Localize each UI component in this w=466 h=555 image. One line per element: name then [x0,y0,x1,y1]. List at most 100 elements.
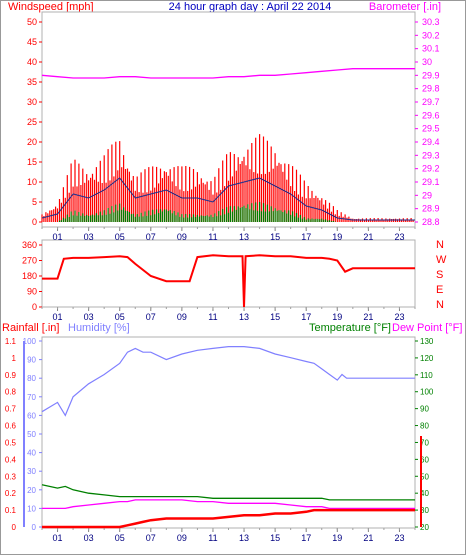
lower-panel-hour-label: 21 [363,533,373,543]
direction-panel-hour-label: 15 [270,312,280,322]
barometer-tick-label: 30.1 [422,44,440,54]
windspeed-tick-label: 35 [27,77,37,87]
humidity-tick-label: 10 [27,504,36,513]
temperature-line [41,484,415,501]
barometer-tick-label: 29.4 [422,137,440,147]
humidity-tick-label: 90 [27,356,36,365]
humidity-tick-label: 20 [27,486,36,495]
lower-panel-hour-label: 03 [84,533,94,543]
compass-label: S [436,269,443,281]
direction-tick-label: 0 [32,302,37,312]
direction-panel-hour-label: 09 [177,312,187,322]
rainfall-tick-label: 0.8 [5,388,17,397]
windspeed-tick-label: 40 [27,57,37,67]
direction-panel-frame [41,239,416,308]
windspeed-tick-label: 10 [27,177,37,187]
wind-panel-hour-label: 01 [53,232,63,242]
humidity-tick-label: 60 [27,411,36,420]
windspeed-tick-label: 15 [27,157,37,167]
humidity-tick-label: 0 [32,523,37,532]
barometer-tick-label: 29.2 [422,164,440,174]
humidity-tick-label: 100 [23,337,37,346]
rainfall-tick-label: 0.7 [5,405,17,414]
wind-panel-hour-label: 09 [177,232,187,242]
rainfall-tick-label: 0.9 [5,371,17,380]
barometer-axis-title: Barometer [.in] [369,1,441,13]
lower-panel-hour-label: 01 [53,533,63,543]
direction-panel-hour-label: 11 [208,312,217,322]
wind-panel-hour-label: 17 [301,232,311,242]
barometer-tick-label: 30.3 [422,17,440,27]
direction-panel-hour-label: 23 [394,312,404,322]
rainfall-tick-label: 0.1 [5,506,17,515]
direction-panel-hour-label: 21 [363,312,373,322]
wind-panel-hour-label: 15 [270,232,280,242]
direction-panel-hour-label: 03 [84,312,94,322]
lower-panel-hour-label: 23 [394,533,404,543]
lower-panel-hour-label: 05 [115,533,125,543]
lower-panel-hour-label: 07 [146,533,156,543]
temperature-tick-label: 110 [420,371,433,380]
humidity-tick-label: 30 [27,467,36,476]
direction-tick-label: 180 [22,271,37,281]
temperature-tick-label: 60 [420,455,429,464]
wind-direction-line [42,254,415,308]
humidity-tick-label: 40 [27,449,36,458]
direction-tick-label: 270 [22,256,37,266]
rainfall-tick-label: 1 [12,354,17,363]
lower-panel-frame [41,336,416,529]
rainfall-tick-label: 0.4 [5,455,17,464]
lower-panel-hour-label: 15 [270,533,280,543]
rainfall-tick-label: 0 [12,523,17,532]
barometer-tick-label: 30 [422,57,432,67]
rainfall-line [42,508,415,529]
dewpoint-line [42,499,415,510]
windspeed-tick-label: 45 [27,37,37,47]
compass-label: E [436,284,443,296]
barometer-tick-label: 28.8 [422,217,440,227]
barometer-tick-label: 29.7 [422,97,440,107]
humidity-axis-title: Humidity [%] [68,322,130,334]
wind-panel-hour-label: 07 [146,232,156,242]
direction-panel-hour-label: 01 [53,312,63,322]
windspeed-tick-label: 50 [27,17,37,27]
direction-panel-hour-label: 17 [301,312,311,322]
rainfall-tick-label: 1.1 [5,337,17,346]
barometer-tick-label: 29.9 [422,70,440,80]
windspeed-tick-label: 20 [27,137,37,147]
temperature-tick-label: 70 [420,438,429,447]
barometer-tick-label: 29.5 [422,124,440,134]
temperature-axis-title: Temperature [°F] [309,322,391,334]
wind-panel-hour-label: 11 [208,232,217,242]
barometer-tick-label: 29.6 [422,110,440,120]
direction-panel-hour-label: 07 [146,312,156,322]
dewpoint-axis-title: Dew Point [°F] [392,322,462,334]
direction-panel-hour-label: 13 [239,312,249,322]
rainfall-tick-label: 0.5 [5,438,17,447]
compass-label: N [436,299,444,311]
windspeed-tick-label: 25 [27,117,37,127]
humidity-tick-label: 80 [27,374,36,383]
temperature-tick-label: 30 [420,506,429,515]
direction-tick-label: 90 [27,287,37,297]
windspeed-axis-title: Windspeed [mph] [8,1,94,13]
compass-label: W [436,254,447,266]
rainfall-tick-label: 0.2 [5,489,17,498]
barometer-tick-label: 29.3 [422,150,440,160]
temperature-tick-label: 90 [420,405,429,414]
rainfall-axis-title: Rainfall [.in] [2,322,59,334]
temperature-tick-label: 120 [420,354,434,363]
humidity-tick-label: 50 [27,430,36,439]
direction-panel-hour-label: 05 [115,312,125,322]
rainfall-tick-label: 0.3 [5,472,17,481]
barometer-tick-label: 29.1 [422,177,440,187]
barometer-line [41,68,415,79]
barometer-tick-label: 29.8 [422,84,440,94]
windspeed-tick-label: 0 [32,217,37,227]
barometer-tick-label: 29 [422,190,432,200]
rainfall-tick-label: 0.6 [5,422,17,431]
temperature-tick-label: 40 [420,489,429,498]
lower-panel-hour-label: 17 [301,533,311,543]
direction-tick-label: 360 [22,240,37,250]
